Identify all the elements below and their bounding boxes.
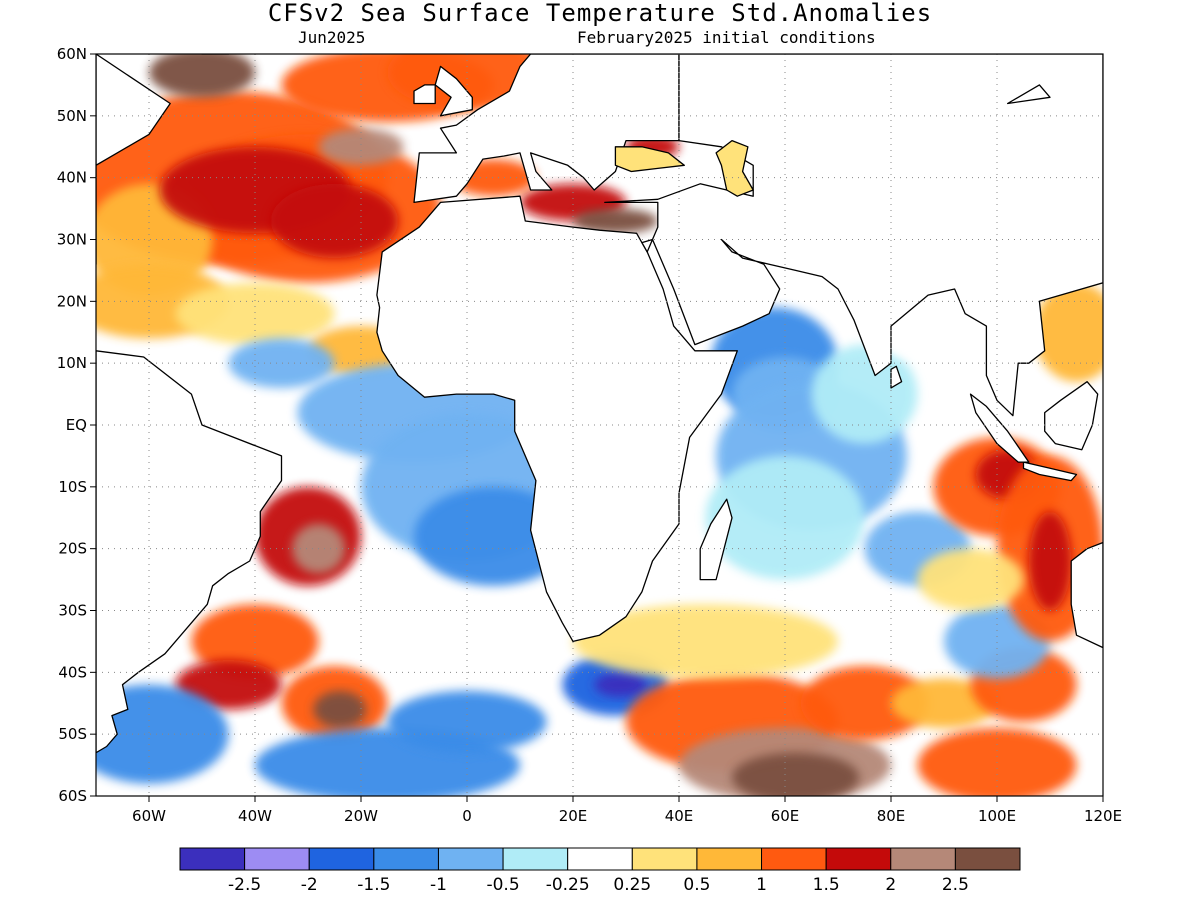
colorbar-swatch xyxy=(502,847,569,871)
anomaly-blob xyxy=(800,666,929,741)
lon-tick-label: 60E xyxy=(771,807,800,825)
lon-tick-label: 20E xyxy=(559,807,588,825)
colorbar-swatch xyxy=(954,847,1021,871)
java-outline xyxy=(1022,461,1078,482)
lat-tick-label: 40N xyxy=(57,169,87,187)
colorbar-label: -1 xyxy=(430,875,447,895)
colorbar-label: -0.25 xyxy=(546,875,590,895)
anomaly-blob xyxy=(175,282,335,345)
colorbar-swatch xyxy=(244,847,310,871)
graticule xyxy=(96,54,1103,796)
colorbar-label: 2 xyxy=(885,875,896,895)
lat-tick-label: EQ xyxy=(66,416,87,434)
colorbar-swatch xyxy=(179,847,246,871)
uk-outline xyxy=(434,65,473,117)
sri-lanka-outline xyxy=(890,365,903,389)
lon-tick-label: 60W xyxy=(132,807,166,825)
lon-tick-label: 20W xyxy=(344,807,378,825)
black-sea-outline xyxy=(614,146,685,173)
chart-title: CFSv2 Sea Surface Temperature Std.Anomal… xyxy=(267,0,933,27)
ireland-outline xyxy=(413,84,436,105)
colorbar-swatch xyxy=(890,847,956,871)
colorbar-swatch xyxy=(373,847,439,871)
colorbar: -2.5 -2 -1.5 -1 -0.5 -0.25 0.25 0.5 1 1.5 2 2.5 xyxy=(179,847,1021,895)
lat-tick-label: 20S xyxy=(58,540,87,558)
lat-tick-label: 50S xyxy=(58,725,87,743)
anomaly-blob xyxy=(387,690,547,753)
anomaly-blob xyxy=(917,727,1077,796)
colorbar-swatch xyxy=(308,847,375,871)
colorbar-label: 1.5 xyxy=(813,875,840,895)
anomaly-blob xyxy=(573,604,838,679)
lat-tick-label: 60N xyxy=(57,45,87,63)
anomaly-blob xyxy=(732,752,860,796)
colorbar-label: -0.5 xyxy=(486,875,519,895)
colorbar-swatch xyxy=(761,847,827,871)
anomaly-blob xyxy=(149,54,255,98)
greenland-outline xyxy=(201,54,231,55)
madagascar-outline xyxy=(699,498,733,581)
forecast-month: Jun2025 xyxy=(298,28,366,47)
anomaly-blob xyxy=(917,548,1024,611)
australia-outline xyxy=(1070,541,1103,649)
land-masses xyxy=(96,54,1103,754)
lon-tick-label: 0 xyxy=(462,807,472,825)
africa-outline xyxy=(376,195,738,643)
colorbar-label: 1 xyxy=(756,875,767,895)
lat-tick-label: 40S xyxy=(58,663,87,681)
colorbar-swatch xyxy=(631,847,698,871)
lat-tick-label: 50N xyxy=(57,107,87,125)
lat-tick-label: 60S xyxy=(58,787,87,805)
colorbar-swatch xyxy=(567,847,633,871)
anomaly-blob xyxy=(811,344,918,444)
lat-tick-label: 10N xyxy=(57,354,87,372)
anomaly-blob xyxy=(1028,511,1072,611)
axis-labels: 60N 50N 40N 30N 20N 10N EQ 10S 20S 30S 40S 50S 60S 60… xyxy=(57,45,1122,825)
lat-tick-label: 10S xyxy=(58,478,87,496)
colorbar-label: -2 xyxy=(301,875,318,895)
anomaly-blob xyxy=(705,455,865,580)
anomaly-blob xyxy=(573,208,658,234)
colorbar-label: 0.5 xyxy=(683,875,710,895)
anomaly-blob xyxy=(318,128,404,166)
lon-tick-label: 80E xyxy=(877,807,906,825)
colorbar-swatch xyxy=(825,847,892,871)
lon-tick-label: 40W xyxy=(238,807,272,825)
north-america-outline xyxy=(96,54,171,265)
lon-tick-label: 40E xyxy=(665,807,694,825)
anomaly-blob xyxy=(313,690,367,728)
colorbar-label: -2.5 xyxy=(228,875,261,895)
colorbar-label: 2.5 xyxy=(942,875,969,895)
anomaly-blob xyxy=(270,183,399,259)
lon-tick-label: 100E xyxy=(978,807,1016,825)
colorbar-label: -1.5 xyxy=(357,875,390,895)
south-america-outline xyxy=(96,350,283,754)
colorbar-swatch xyxy=(437,847,504,871)
anomaly-blob xyxy=(191,604,319,679)
lat-tick-label: 30S xyxy=(58,602,87,620)
caspian-outline xyxy=(715,139,754,197)
anomaly-blob xyxy=(891,678,997,728)
lat-tick-label: 20N xyxy=(57,292,87,310)
anomaly-blob xyxy=(1034,282,1103,382)
lon-tick-label: 120E xyxy=(1084,807,1122,825)
colorbar-swatch xyxy=(696,847,763,871)
initial-conditions-label: February2025 initial conditions xyxy=(577,28,876,47)
lat-tick-label: 30N xyxy=(57,231,87,249)
europe-outline xyxy=(413,54,680,204)
japan-like-outline xyxy=(1006,84,1051,105)
colorbar-label: 0.25 xyxy=(613,875,651,895)
anomaly-blob xyxy=(594,672,648,698)
anomaly-blob xyxy=(228,338,335,388)
